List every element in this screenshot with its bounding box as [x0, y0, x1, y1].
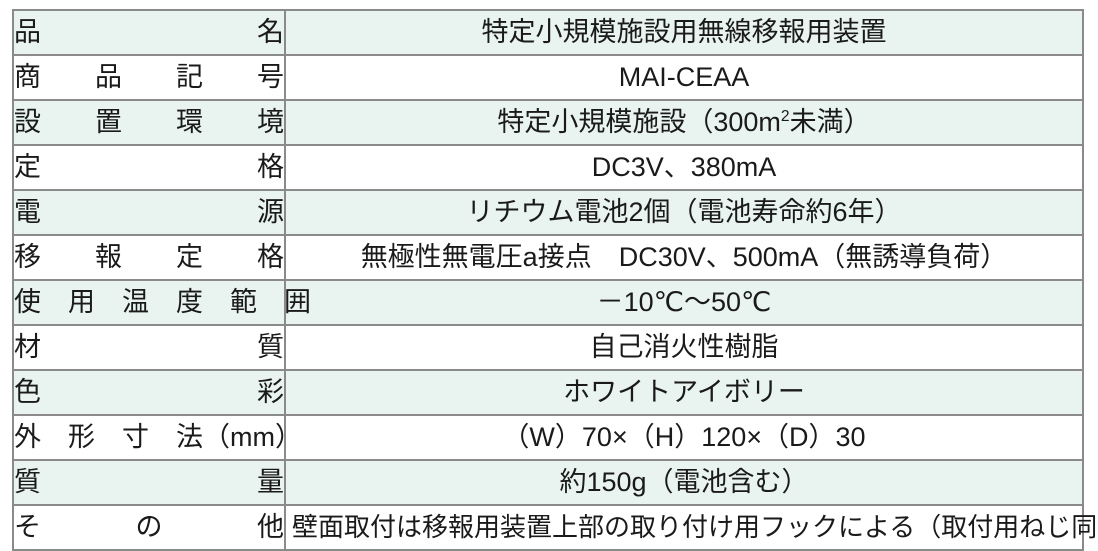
- superscript-exponent: 2: [780, 108, 790, 126]
- spec-label-cell: 使 用 温 度 範 囲: [12, 279, 311, 326]
- spec-value-text: 特定小規模施設用無線移報用装置: [481, 17, 887, 48]
- spec-value-text: 約150g（電池含む）: [559, 467, 809, 498]
- spec-value-suffix: 未満）: [789, 107, 871, 138]
- spec-label-text: 品 名: [14, 17, 284, 48]
- spec-label-cell: 設 置 環 境: [12, 99, 286, 146]
- table-row: 商 品 記 号 MAI-CEAA: [12, 54, 1084, 101]
- spec-label-text: 電 源: [14, 197, 284, 228]
- table-row: 品 名 特定小規模施設用無線移報用装置: [12, 9, 1084, 56]
- spec-label-text: 使 用 温 度 範 囲: [14, 287, 311, 318]
- spec-value-cell: －10℃～50℃: [284, 279, 1084, 326]
- spec-label-text: 材 質: [14, 332, 284, 363]
- table-row: 使 用 温 度 範 囲 －10℃～50℃: [12, 279, 1084, 326]
- spec-value-text: DC3V、380mA: [591, 152, 777, 183]
- spec-value-text: 特定小規模施設（300m2未満）: [286, 108, 1082, 136]
- spec-label-text: 設 置 環 境: [14, 107, 284, 138]
- spec-label-cell: 材 質: [12, 324, 286, 371]
- specification-sheet: 品 名 特定小規模施設用無線移報用装置商 品 記 号 MAI-CEAA 設 置 環 境…: [12, 9, 1098, 551]
- table-row: 電 源 リチウム電池2個（電池寿命約6年）: [12, 189, 1084, 236]
- table-row: 色 彩 ホワイトアイボリー: [12, 369, 1084, 416]
- spec-label-cell: 質 量: [12, 459, 286, 506]
- spec-value-text: 壁面取付は移報用装置上部の取り付け用フックによる（取付用ねじ同梱）: [292, 511, 1098, 542]
- spec-value-cell: ホワイトアイボリー: [284, 369, 1084, 416]
- table-row: 移 報 定 格 無極性無電圧a接点 DC30V、500mA（無誘導負荷）: [12, 234, 1084, 281]
- spec-label-cell: 定 格: [12, 144, 286, 191]
- table-row: 質 量 約150g（電池含む）: [12, 459, 1084, 506]
- spec-value-cell: 自己消火性樹脂: [284, 324, 1084, 371]
- spec-label-text: 色 彩: [14, 377, 284, 408]
- table-row: 外 形 寸 法（mm） （W）70×（H）120×（D）30: [12, 414, 1084, 461]
- spec-value-cell: DC3V、380mA: [284, 144, 1084, 191]
- spec-value-text: （W）70×（H）120×（D）30: [502, 422, 866, 453]
- table-row: 定 格 DC3V、380mA: [12, 144, 1084, 191]
- spec-value-text: 無極性無電圧a接点 DC30V、500mA（無誘導負荷）: [360, 242, 1008, 273]
- spec-value-prefix: 特定小規模施設（300m: [497, 107, 781, 138]
- spec-label-text: 質 量: [14, 467, 284, 498]
- spec-label-cell: そ の 他: [12, 504, 286, 551]
- spec-label-text: そ の 他: [14, 512, 284, 543]
- spec-value-cell: 無極性無電圧a接点 DC30V、500mA（無誘導負荷）: [284, 234, 1084, 281]
- spec-label-cell: 商 品 記 号: [12, 54, 286, 101]
- spec-value-text: リチウム電池2個（電池寿命約6年）: [466, 197, 902, 228]
- spec-label-text: 商 品 記 号: [14, 62, 284, 93]
- spec-value-text: 自己消火性樹脂: [589, 332, 779, 363]
- spec-label-cell: 色 彩: [12, 369, 286, 416]
- spec-value-cell: 約150g（電池含む）: [284, 459, 1084, 506]
- spec-label-cell: 移 報 定 格: [12, 234, 286, 281]
- spec-value-text: －10℃～50℃: [596, 287, 772, 318]
- spec-value-cell: 壁面取付は移報用装置上部の取り付け用フックによる（取付用ねじ同梱）: [284, 504, 1098, 551]
- spec-value-text: MAI-CEAA: [618, 62, 750, 93]
- specification-table: 品 名 特定小規模施設用無線移報用装置商 品 記 号 MAI-CEAA 設 置 環 境…: [12, 9, 1098, 551]
- spec-value-cell: MAI-CEAA: [284, 54, 1084, 101]
- spec-label-cell: 外 形 寸 法（mm）: [12, 414, 302, 461]
- spec-value-cell: リチウム電池2個（電池寿命約6年）: [284, 189, 1084, 236]
- spec-value-text: ホワイトアイボリー: [563, 377, 805, 408]
- table-row: 材 質 自己消火性樹脂: [12, 324, 1084, 371]
- table-row: そ の 他壁面取付は移報用装置上部の取り付け用フックによる（取付用ねじ同梱）: [12, 504, 1098, 551]
- spec-label-text: 外 形 寸 法（mm）: [14, 422, 302, 453]
- spec-table-body: 品 名 特定小規模施設用無線移報用装置商 品 記 号 MAI-CEAA 設 置 環 境…: [12, 9, 1098, 551]
- spec-label-text: 定 格: [14, 152, 284, 183]
- table-row: 設 置 環 境特定小規模施設（300m2未満）: [12, 99, 1084, 146]
- spec-label-cell: 品 名: [12, 9, 286, 56]
- spec-value-cell: （W）70×（H）120×（D）30: [284, 414, 1084, 461]
- spec-label-cell: 電 源: [12, 189, 286, 236]
- spec-value-cell: 特定小規模施設（300m2未満）: [284, 99, 1084, 146]
- spec-value-cell: 特定小規模施設用無線移報用装置: [284, 9, 1084, 56]
- spec-label-text: 移 報 定 格: [14, 242, 284, 273]
